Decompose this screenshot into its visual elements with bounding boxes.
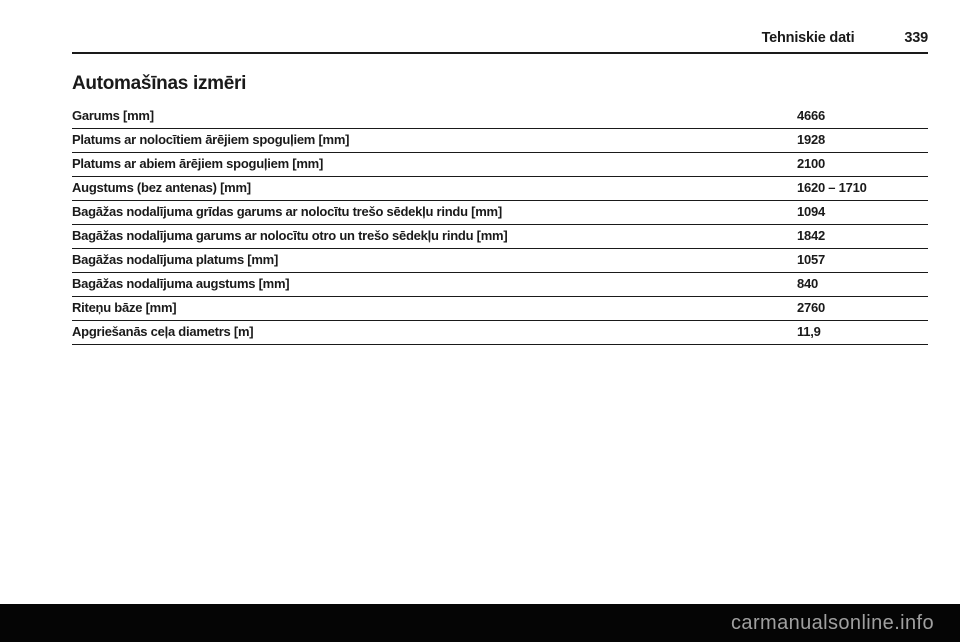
watermark-text: carmanualsonline.info	[731, 611, 934, 634]
dimension-value: 1842	[797, 228, 825, 243]
table-row: Riteņu bāze [mm] 2760	[72, 297, 928, 321]
dimension-label: Bagāžas nodalījuma platums [mm]	[72, 253, 279, 267]
dimension-label: Platums ar abiem ārējiem spoguļiem [mm]	[72, 157, 324, 171]
dimension-label: Augstums (bez antenas) [mm]	[72, 181, 251, 195]
dimension-value: 840	[797, 276, 818, 291]
dimension-label: Platums ar nolocītiem ārējiem spoguļiem …	[72, 133, 350, 147]
dimension-label: Bagāžas nodalījuma garums ar nolocītu ot…	[72, 229, 508, 243]
page-title: Automašīnas izmēri	[72, 73, 247, 94]
dimension-label: Riteņu bāze [mm]	[72, 301, 177, 315]
dimension-value: 1928	[797, 132, 825, 147]
header-divider	[72, 52, 928, 54]
dimension-label: Bagāžas nodalījuma grīdas garums ar nolo…	[72, 205, 502, 219]
dimension-value: 1094	[797, 204, 825, 219]
table-row: Bagāžas nodalījuma grīdas garums ar nolo…	[72, 201, 928, 225]
table-row: Platums ar abiem ārējiem spoguļiem [mm] 2…	[72, 153, 928, 177]
table-row: Garums [mm] 4666	[72, 105, 928, 129]
watermark-bar: carmanualsonline.info	[0, 604, 960, 642]
dimension-value: 4666	[797, 108, 825, 123]
page-number: 339	[904, 30, 928, 46]
dimension-label: Garums [mm]	[72, 109, 154, 123]
table-row: Augstums (bez antenas) [mm] 1620 – 1710	[72, 177, 928, 201]
table-row: Bagāžas nodalījuma augstums [mm] 840	[72, 273, 928, 297]
dimension-label: Bagāžas nodalījuma augstums [mm]	[72, 277, 290, 291]
manual-page: Tehniskie dati 339 Automašīnas izmēri Ga…	[72, 30, 928, 345]
page-header: Tehniskie dati 339	[72, 30, 929, 52]
section-title: Tehniskie dati	[761, 30, 855, 46]
table-row: Apgriešanās ceļa diametrs [m] 11,9	[72, 321, 928, 345]
table-row: Bagāžas nodalījuma platums [mm] 1057	[72, 249, 928, 273]
dimension-value: 1057	[797, 252, 825, 267]
table-row: Bagāžas nodalījuma garums ar nolocītu ot…	[72, 225, 928, 249]
dimension-value: 2760	[797, 300, 825, 315]
dimension-value: 11,9	[797, 324, 821, 339]
dimensions-table: Garums [mm] 4666 Platums ar nolocītiem ārē…	[72, 105, 928, 345]
dimension-value: 2100	[797, 156, 825, 171]
table-row: Platums ar nolocītiem ārējiem spoguļiem …	[72, 129, 928, 153]
dimension-label: Apgriešanās ceļa diametrs [m]	[72, 325, 254, 339]
dimension-value: 1620 – 1710	[797, 180, 867, 195]
